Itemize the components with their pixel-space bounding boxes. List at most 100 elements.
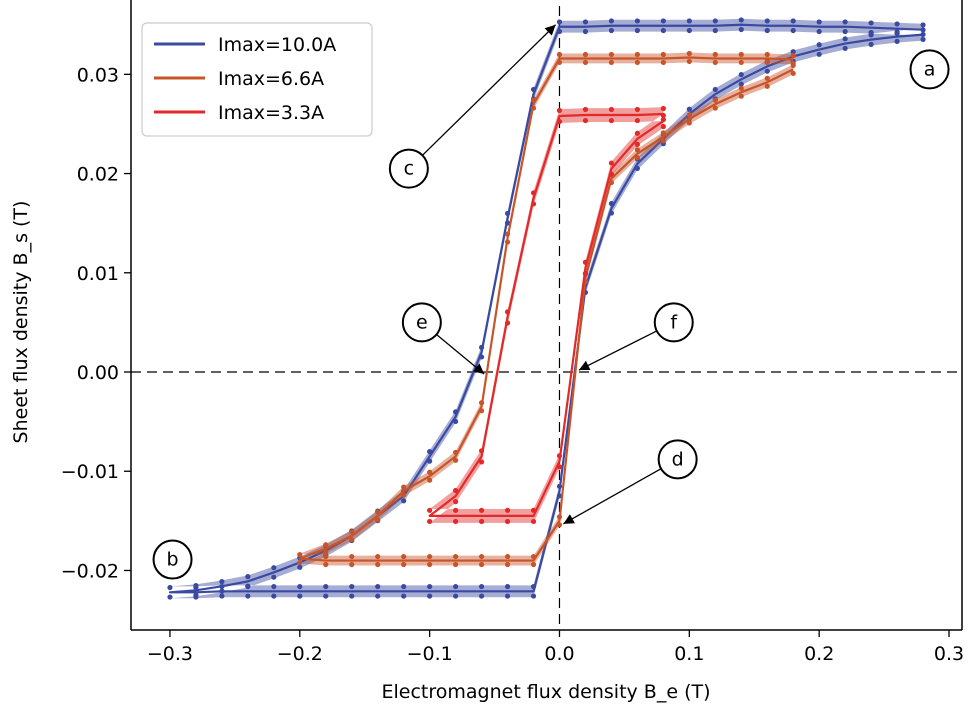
data-point-2-5-1 (530, 201, 537, 207)
data-point-2-7-0 (478, 448, 485, 454)
data-point-0-29-1 (167, 594, 173, 600)
data-point-2-8-0 (453, 487, 459, 494)
data-point-0-54-1 (816, 51, 822, 57)
data-point-0-55-0 (842, 36, 848, 42)
data-point-1-1-1 (764, 59, 770, 66)
data-point-1-22-1 (375, 561, 381, 568)
data-point-0-19-1 (427, 458, 433, 464)
data-point-0-7-1 (738, 26, 744, 33)
data-point-1-5-1 (660, 59, 666, 66)
data-point-0-44-0 (556, 483, 563, 489)
data-point-1-7-0 (608, 51, 615, 58)
y-axis-label: Sheet flux density B_s (T) (10, 201, 32, 444)
data-point-1-32-0 (634, 147, 640, 153)
data-point-0-12-1 (608, 27, 615, 34)
data-point-0-39-1 (427, 593, 433, 599)
data-point-0-51-0 (738, 71, 744, 78)
data-point-0-11-1 (634, 27, 640, 34)
data-point-0-24-1 (297, 564, 303, 570)
data-point-0-19-0 (427, 448, 433, 455)
data-point-1-16-0 (375, 509, 381, 515)
data-point-0-6-1 (764, 27, 770, 34)
data-point-0-33-0 (271, 583, 277, 590)
data-point-0-41-0 (478, 583, 485, 590)
data-point-2-1-0 (634, 106, 640, 113)
data-point-2-13-0 (530, 507, 537, 513)
data-point-1-8-0 (582, 51, 589, 58)
y-tick-label-3: 0.01 (77, 263, 119, 285)
data-point-1-38-0 (790, 62, 796, 69)
data-point-1-15-0 (401, 484, 407, 490)
data-point-0-39-0 (427, 583, 433, 590)
data-point-0-6-0 (764, 18, 770, 24)
data-point-2-2-0 (608, 106, 615, 113)
data-point-0-38-1 (401, 593, 407, 599)
data-point-1-37-1 (764, 83, 770, 89)
data-point-1-35-1 (712, 105, 718, 111)
data-point-0-14-1 (556, 28, 563, 35)
data-point-2-3-0 (582, 106, 589, 113)
data-point-1-24-0 (427, 553, 433, 560)
data-point-0-10-0 (660, 18, 666, 24)
data-point-1-13-0 (453, 449, 459, 455)
data-point-0-46-0 (608, 200, 615, 207)
data-point-0-13-1 (582, 28, 589, 35)
data-point-0-29-0 (167, 584, 173, 591)
data-point-0-49-0 (686, 106, 692, 112)
data-point-0-36-1 (349, 593, 355, 599)
data-point-1-1-0 (764, 51, 770, 58)
annotation-bubble-c (388, 148, 429, 189)
data-point-1-12-0 (478, 400, 485, 406)
data-point-0-32-0 (245, 583, 251, 590)
data-point-0-10-1 (660, 27, 666, 34)
annotation-arrow-e (436, 334, 485, 375)
data-point-0-16-1 (504, 220, 511, 226)
data-point-1-23-1 (401, 561, 407, 568)
data-point-1-26-0 (478, 553, 485, 560)
data-point-0-37-1 (375, 593, 381, 599)
data-point-2-13-1 (530, 518, 537, 525)
data-point-2-10-0 (453, 507, 459, 513)
data-point-1-20-0 (323, 553, 329, 560)
data-point-1-3-0 (712, 51, 718, 58)
data-point-0-14-0 (556, 19, 563, 25)
data-point-0-46-1 (608, 210, 615, 216)
data-point-1-36-0 (738, 85, 744, 91)
data-point-1-11-1 (504, 239, 511, 245)
data-point-2-17-0 (634, 130, 640, 136)
series-band-2 (429, 107, 664, 523)
data-point-1-26-1 (478, 561, 485, 568)
annotation-label-f: f (670, 311, 678, 333)
data-point-0-35-0 (323, 583, 329, 590)
annotation-arrow-d (563, 468, 662, 525)
data-point-1-17-0 (349, 529, 355, 535)
data-point-2-18-0 (660, 112, 666, 119)
data-point-0-8-0 (712, 18, 718, 24)
data-point-0-4-0 (816, 19, 822, 25)
data-point-1-19-1 (297, 559, 303, 566)
data-point-1-7-1 (608, 59, 615, 66)
x-axis-label: Electromagnet flux density B_e (T) (381, 681, 710, 703)
data-point-2-4-1 (556, 118, 563, 125)
data-point-0-40-1 (453, 593, 459, 599)
axes: −0.3 −0.2 −0.1 0.0 0.1 0.2 0.3 −0.02 −0.01 0.00 0.… (61, 0, 964, 665)
x-tick-label-3: 0.0 (544, 643, 574, 665)
data-point-1-18-0 (323, 542, 329, 548)
y-tick-label-5: 0.03 (77, 64, 119, 86)
data-point-1-27-1 (504, 561, 511, 568)
data-point-1-2-0 (738, 51, 744, 58)
data-point-1-16-1 (375, 517, 381, 523)
data-point-1-37-0 (764, 75, 770, 81)
data-point-1-6-0 (634, 51, 640, 58)
data-point-0-30-1 (193, 594, 199, 600)
data-point-0-57-0 (894, 29, 900, 35)
data-point-0-9-1 (686, 27, 692, 34)
legend-entry-1: Imax=6.6A (218, 68, 324, 90)
data-point-2-15-0 (582, 259, 589, 265)
data-point-0-30-0 (193, 584, 199, 591)
data-point-1-2-1 (738, 59, 744, 66)
series-line-1 (298, 56, 794, 562)
data-point-2-11-0 (478, 507, 485, 513)
data-point-1-6-1 (634, 59, 640, 66)
data-point-1-33-1 (660, 138, 666, 144)
